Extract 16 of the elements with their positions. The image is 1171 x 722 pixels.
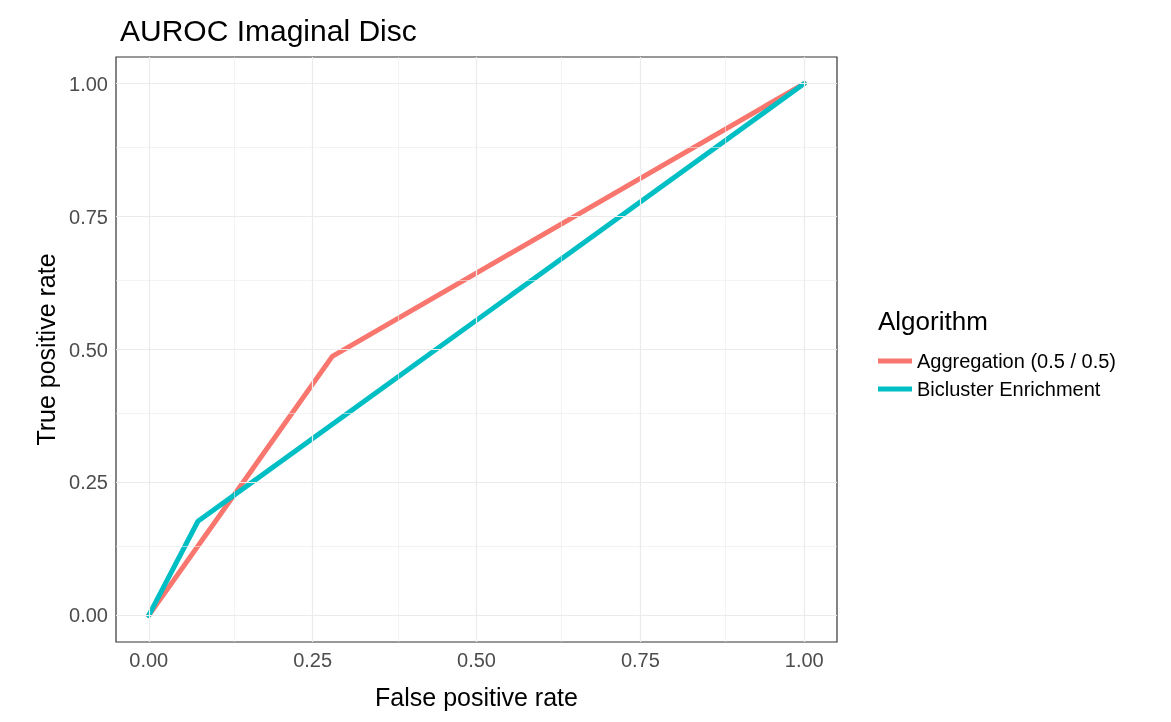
x-tick-label: 0.50 [457,649,496,671]
x-tick-label: 0.00 [129,649,169,671]
legend-label: Bicluster Enrichment [917,378,1101,400]
x-tick-label: 1.00 [784,649,824,671]
y-tick-label: 0.75 [69,205,108,228]
y-tick-label: 0.50 [69,338,108,361]
legend-title: Algorithm [878,306,988,336]
legend-label: Aggregation (0.5 / 0.5) [917,350,1117,372]
x-tick-label: 0.25 [293,649,333,671]
y-tick-label: 1.00 [69,72,108,95]
x-axis-title: False positive rate [375,682,578,711]
chart-title: AUROC Imaginal Disc [120,13,417,47]
y-tick-label: 0.00 [69,604,108,627]
y-tick-label: 0.25 [69,471,108,494]
y-axis-title: True positive rate [31,253,60,446]
x-tick-label: 0.75 [620,649,660,671]
